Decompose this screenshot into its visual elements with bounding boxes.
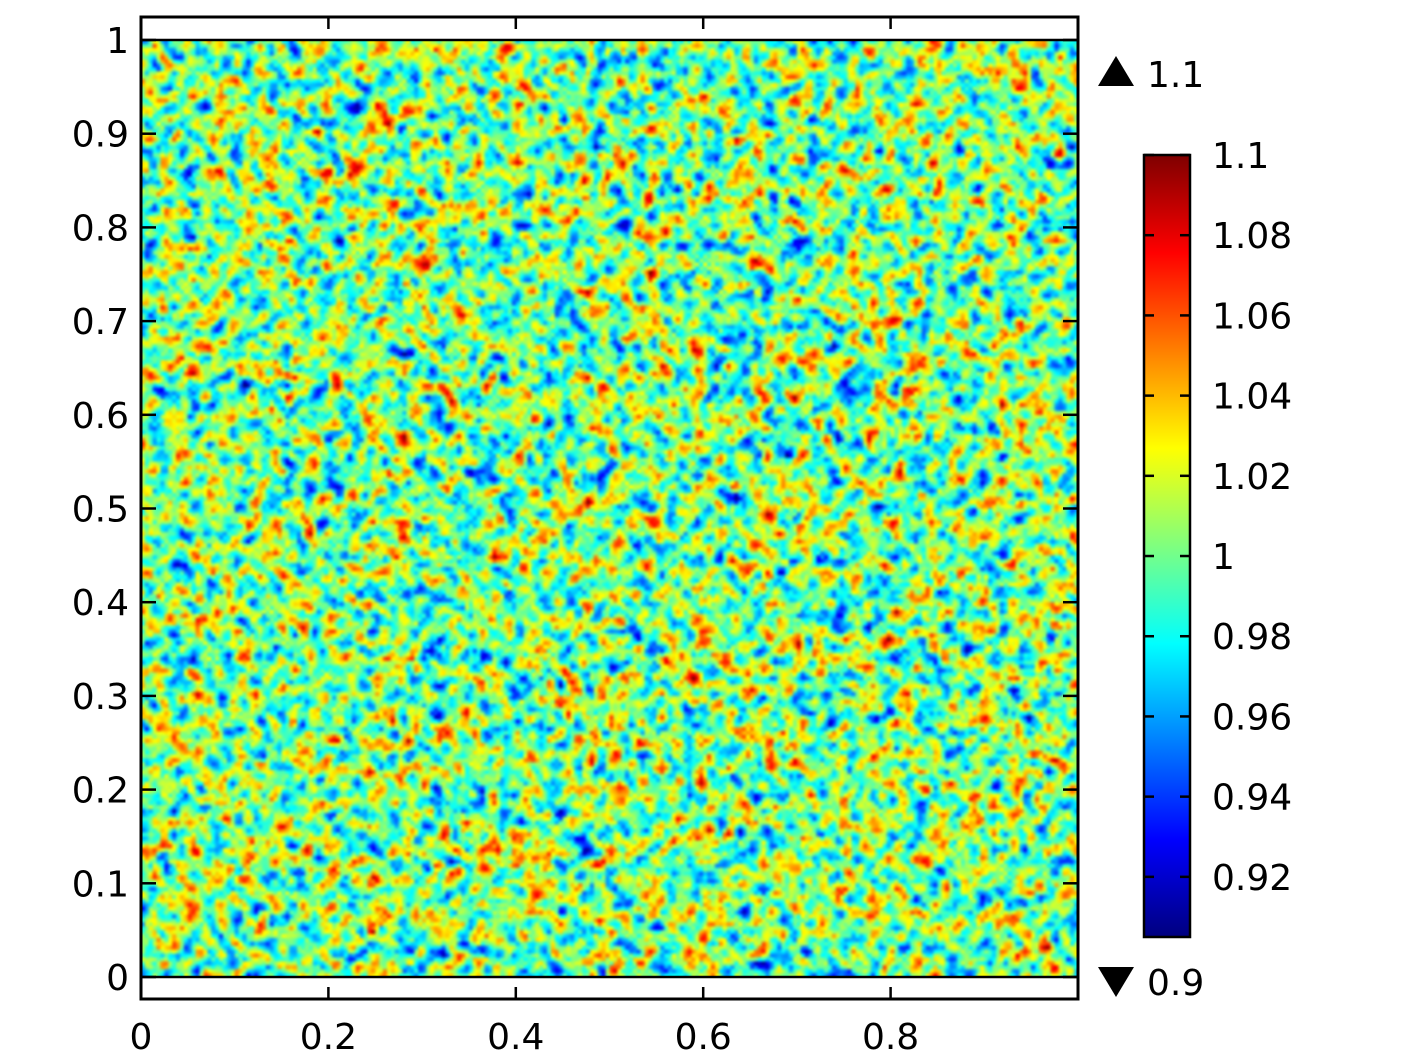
y-tick-label: 0.8 <box>72 208 129 249</box>
colorbar-tick-label: 1 <box>1212 537 1235 578</box>
colorbar-frame <box>1142 153 1192 939</box>
y-axis: 0 0.1 0.2 0.3 0.4 0.5 0.6 0.7 0.8 0.9 1 <box>72 21 1078 999</box>
y-tick-label: 0.1 <box>72 864 129 905</box>
triangle-up-icon <box>1098 56 1134 86</box>
x-tick-label: 0.2 <box>300 1017 357 1058</box>
colorbar-max-label: 1.1 <box>1147 55 1204 96</box>
x-tick-label: 0.4 <box>487 1017 544 1058</box>
y-tick-label: 0.5 <box>72 490 129 531</box>
y-tick-label: 1 <box>106 21 129 62</box>
y-tick-label: 0.3 <box>72 677 129 718</box>
y-tick-label: 0 <box>106 958 129 999</box>
heatmap-image <box>141 40 1078 977</box>
x-axis: 0 0.2 0.4 0.6 0.8 <box>130 17 919 1058</box>
colorbar-tick-label: 1.04 <box>1212 377 1292 418</box>
colorbar-ticks: 1.1 1.08 1.06 1.04 1.02 1 0.98 0.96 0.94 0.92 <box>1144 136 1292 899</box>
colorbar-tick-label: 0.94 <box>1212 778 1292 819</box>
y-tick-label: 0.2 <box>72 771 129 812</box>
y-tick-label: 0.6 <box>72 396 129 437</box>
colorbar: 1.1 1.08 1.06 1.04 1.02 1 0.98 0.96 0.94 0.92 <box>1142 136 1292 939</box>
y-tick-label: 0.4 <box>72 583 129 624</box>
x-tick-label: 0 <box>130 1017 153 1058</box>
colorbar-min-label: 0.9 <box>1147 963 1204 1004</box>
triangle-down-icon <box>1098 967 1134 997</box>
colorbar-tick-label: 1.08 <box>1212 216 1292 257</box>
colorbar-tick-label: 0.92 <box>1212 858 1292 899</box>
y-tick-label: 0.9 <box>72 115 129 156</box>
y-tick-label: 0.7 <box>72 302 129 343</box>
x-tick-label: 0.8 <box>862 1017 919 1058</box>
x-tick-label: 0.6 <box>675 1017 732 1058</box>
colorbar-tick-label: 1.1 <box>1212 136 1269 177</box>
colorbar-bar <box>1144 155 1190 937</box>
colorbar-tick-label: 0.96 <box>1212 697 1292 738</box>
colorbar-tick-label: 1.06 <box>1212 296 1292 337</box>
heatmap-field <box>141 40 1078 977</box>
colorbar-tick-label: 1.02 <box>1212 457 1292 498</box>
colorbar-tick-label: 0.98 <box>1212 617 1292 658</box>
